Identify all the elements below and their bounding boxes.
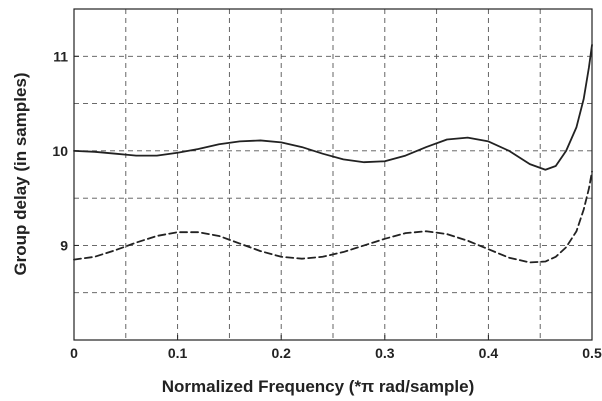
x-tick-label: 0.4: [479, 345, 499, 361]
y-axis-ticks: 9 10 11: [52, 48, 79, 253]
y-tick-label: 9: [60, 237, 68, 253]
series-lines: [73, 44, 593, 264]
x-tick-label: 0.2: [271, 345, 291, 361]
y-tick-label: 10: [52, 143, 68, 159]
x-axis-ticks: 0 0.1 0.2 0.3 0.4 0.5: [70, 335, 602, 361]
x-tick-label: 0.1: [168, 345, 188, 361]
x-tick-label: 0: [70, 345, 78, 361]
x-axis-title: Normalized Frequency (*π rad/sample): [162, 377, 475, 396]
y-axis-title: Group delay (in samples): [11, 72, 30, 275]
y-tick-label: 11: [53, 48, 68, 64]
x-tick-label: 0.3: [375, 345, 395, 361]
series-line-dashed: [73, 170, 593, 264]
series-line-solid: [73, 44, 593, 171]
plot-area-frame: [73, 8, 593, 341]
grid-lines: [74, 9, 592, 340]
x-tick-label: 0.5: [582, 345, 602, 361]
